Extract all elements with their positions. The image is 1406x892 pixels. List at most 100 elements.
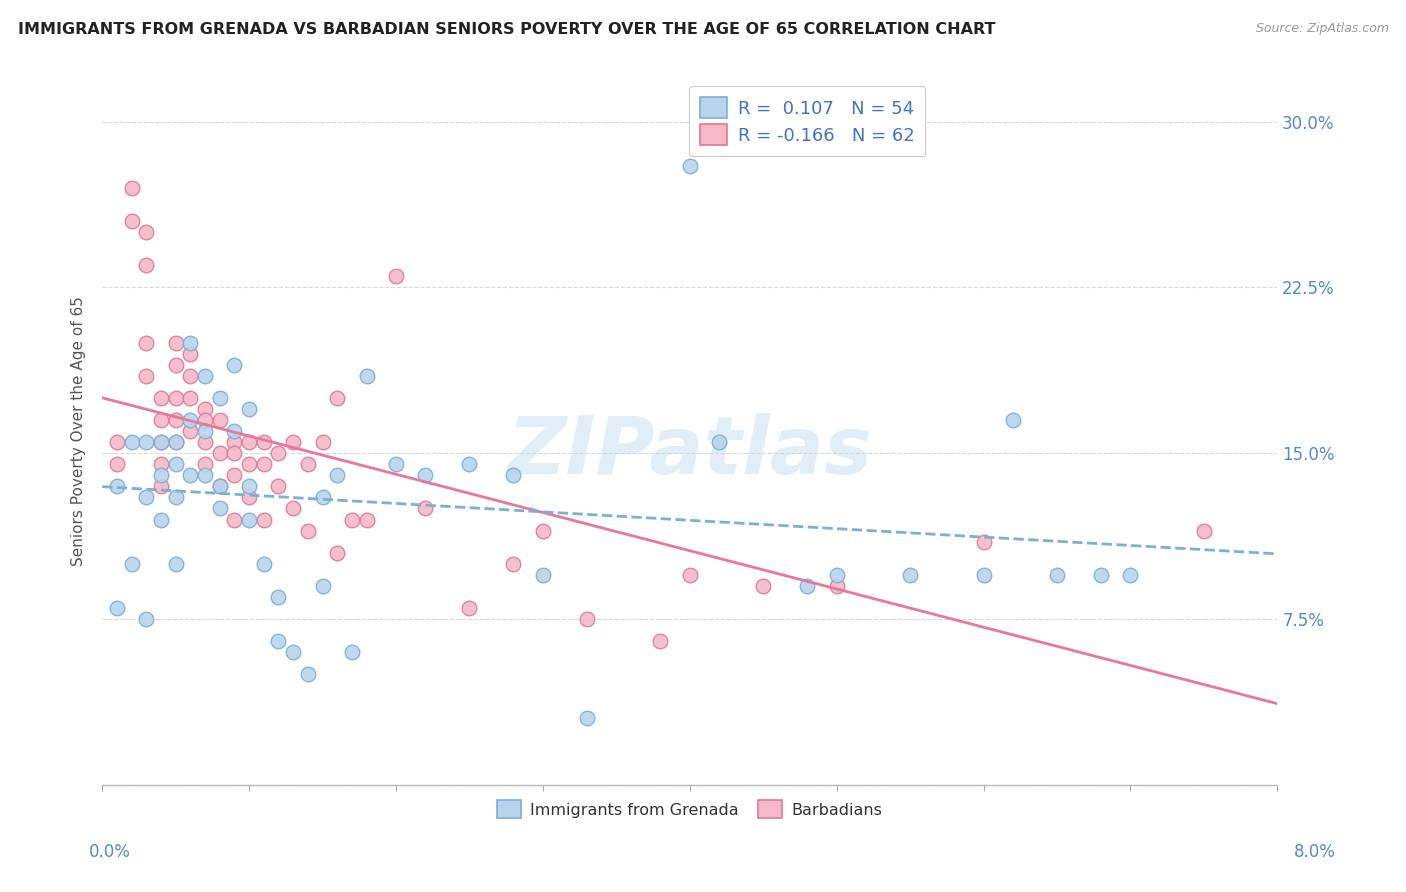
Point	[194, 402, 217, 417]
Point	[149, 435, 172, 450]
Point	[326, 468, 349, 483]
Point	[105, 457, 128, 471]
Text: Source: ZipAtlas.com: Source: ZipAtlas.com	[1256, 22, 1389, 36]
Point	[502, 557, 524, 571]
Point	[898, 567, 921, 582]
Point	[283, 501, 305, 516]
Point	[575, 612, 598, 626]
Point	[311, 579, 333, 593]
Point	[165, 435, 187, 450]
Point	[135, 491, 157, 505]
Point	[105, 601, 128, 615]
Point	[340, 512, 363, 526]
Point	[973, 567, 995, 582]
Point	[224, 446, 246, 460]
Text: IMMIGRANTS FROM GRENADA VS BARBADIAN SENIORS POVERTY OVER THE AGE OF 65 CORRELAT: IMMIGRANTS FROM GRENADA VS BARBADIAN SEN…	[18, 22, 995, 37]
Point	[1192, 524, 1215, 538]
Point	[121, 181, 143, 195]
Y-axis label: Seniors Poverty Over the Age of 65: Seniors Poverty Over the Age of 65	[72, 296, 86, 566]
Point	[267, 479, 290, 493]
Point	[340, 645, 363, 659]
Point	[179, 413, 201, 427]
Point	[253, 435, 276, 450]
Point	[194, 368, 217, 383]
Point	[135, 225, 157, 239]
Text: 0.0%: 0.0%	[89, 843, 131, 861]
Point	[165, 413, 187, 427]
Point	[1119, 567, 1142, 582]
Text: 8.0%: 8.0%	[1294, 843, 1336, 861]
Point	[149, 435, 172, 450]
Point	[679, 567, 702, 582]
Point	[149, 413, 172, 427]
Point	[121, 557, 143, 571]
Point	[194, 457, 217, 471]
Point	[238, 435, 260, 450]
Text: ZIPatlas: ZIPatlas	[508, 413, 872, 491]
Point	[208, 479, 231, 493]
Point	[179, 424, 201, 438]
Point	[825, 579, 848, 593]
Point	[267, 634, 290, 648]
Point	[253, 457, 276, 471]
Point	[253, 557, 276, 571]
Point	[1090, 567, 1112, 582]
Point	[415, 501, 437, 516]
Point	[179, 368, 201, 383]
Point	[238, 457, 260, 471]
Point	[208, 501, 231, 516]
Point	[165, 491, 187, 505]
Point	[415, 468, 437, 483]
Point	[208, 446, 231, 460]
Point	[149, 479, 172, 493]
Point	[356, 512, 378, 526]
Legend: Immigrants from Grenada, Barbadians: Immigrants from Grenada, Barbadians	[491, 794, 889, 825]
Point	[575, 711, 598, 725]
Point	[531, 524, 554, 538]
Point	[707, 435, 730, 450]
Point	[135, 368, 157, 383]
Point	[973, 534, 995, 549]
Point	[326, 391, 349, 405]
Point	[385, 457, 408, 471]
Point	[752, 579, 775, 593]
Point	[531, 567, 554, 582]
Point	[149, 468, 172, 483]
Point	[297, 524, 319, 538]
Point	[297, 457, 319, 471]
Point	[297, 667, 319, 681]
Point	[194, 413, 217, 427]
Point	[194, 468, 217, 483]
Point	[208, 479, 231, 493]
Point	[224, 468, 246, 483]
Point	[135, 335, 157, 350]
Point	[224, 512, 246, 526]
Point	[179, 335, 201, 350]
Point	[165, 335, 187, 350]
Point	[311, 435, 333, 450]
Point	[283, 645, 305, 659]
Point	[458, 457, 481, 471]
Point	[1046, 567, 1069, 582]
Point	[179, 347, 201, 361]
Point	[121, 435, 143, 450]
Point	[179, 468, 201, 483]
Point	[502, 468, 524, 483]
Point	[149, 457, 172, 471]
Point	[238, 512, 260, 526]
Point	[135, 435, 157, 450]
Point	[208, 391, 231, 405]
Point	[825, 567, 848, 582]
Point	[121, 214, 143, 228]
Point	[385, 269, 408, 284]
Point	[326, 546, 349, 560]
Point	[458, 601, 481, 615]
Point	[283, 435, 305, 450]
Point	[194, 424, 217, 438]
Point	[238, 479, 260, 493]
Point	[267, 590, 290, 604]
Point	[238, 402, 260, 417]
Point	[650, 634, 672, 648]
Point	[179, 391, 201, 405]
Point	[165, 457, 187, 471]
